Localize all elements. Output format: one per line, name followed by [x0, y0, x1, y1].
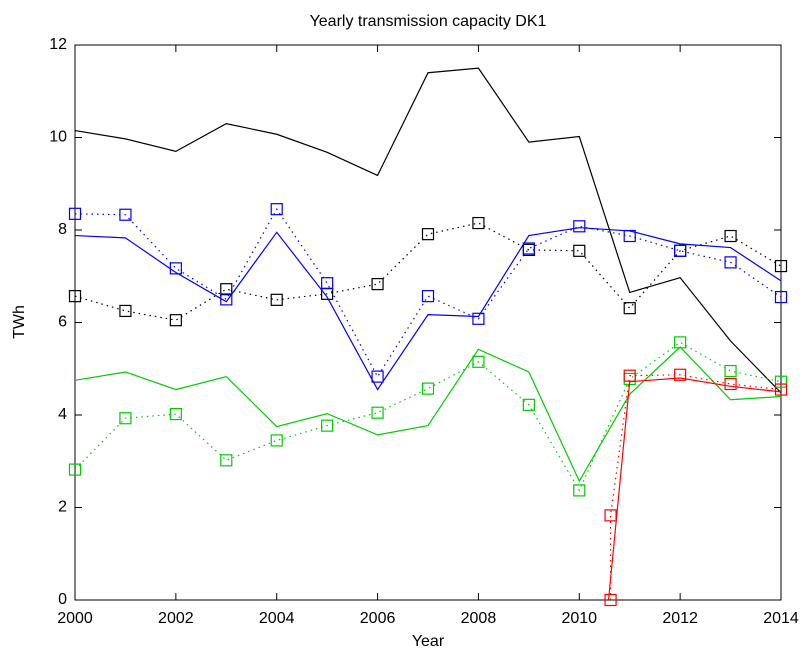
y-tick-label: 0 — [58, 591, 67, 608]
marker — [371, 278, 384, 291]
marker — [522, 398, 535, 411]
marker — [68, 207, 82, 220]
marker — [421, 228, 435, 241]
x-tick-label: 2010 — [561, 610, 597, 627]
y-tick-label: 2 — [58, 499, 67, 516]
marker — [371, 406, 384, 419]
series-line — [74, 227, 782, 391]
marker — [68, 463, 82, 476]
marker — [724, 364, 737, 378]
y-tick-label: 6 — [58, 314, 67, 331]
marker — [220, 454, 233, 467]
marker — [371, 370, 384, 383]
marker — [119, 304, 132, 318]
marker — [220, 283, 233, 296]
x-tick-label: 2000 — [57, 610, 93, 627]
series-line — [74, 67, 782, 394]
y-tick-label: 12 — [49, 36, 67, 53]
series-line — [609, 374, 782, 600]
marker — [674, 368, 687, 381]
marker — [270, 434, 283, 447]
marker — [472, 355, 485, 368]
x-tick-label: 2002 — [158, 610, 194, 627]
marker — [623, 229, 636, 243]
marker — [472, 216, 485, 230]
y-axis-label: TWh — [11, 305, 28, 339]
marker — [421, 290, 435, 303]
marker — [421, 382, 435, 395]
marker — [169, 314, 182, 327]
marker — [774, 259, 788, 273]
marker — [119, 412, 132, 425]
marker — [573, 244, 586, 257]
marker — [724, 256, 737, 269]
marker — [573, 484, 586, 497]
marker — [774, 383, 788, 396]
marker — [472, 312, 485, 325]
marker — [321, 419, 334, 432]
marker — [623, 369, 636, 382]
marker — [169, 407, 182, 421]
x-tick-label: 2014 — [763, 610, 799, 627]
x-tick-label: 2004 — [259, 610, 295, 627]
marker — [674, 244, 687, 257]
marker — [68, 290, 82, 303]
marker — [774, 375, 788, 388]
marker — [774, 290, 788, 304]
series-line — [74, 341, 782, 492]
marker — [573, 220, 586, 233]
series-line — [607, 377, 782, 601]
marker — [724, 377, 737, 391]
x-tick-label: 2008 — [461, 610, 497, 627]
y-tick-label: 8 — [58, 221, 67, 238]
x-tick-label: 2006 — [360, 610, 396, 627]
marker — [522, 242, 535, 255]
marker — [623, 302, 636, 315]
y-tick-label: 4 — [58, 406, 67, 423]
marker — [674, 336, 687, 349]
series-line — [74, 346, 782, 483]
marker — [604, 593, 617, 607]
chart-title: Yearly transmission capacity DK1 — [310, 13, 547, 30]
marker — [220, 293, 233, 306]
x-axis-label: Year — [412, 633, 445, 650]
y-tick-label: 10 — [49, 129, 67, 146]
marker — [119, 208, 132, 221]
x-tick-label: 2012 — [662, 610, 698, 627]
marker — [321, 277, 334, 290]
marker — [270, 203, 283, 216]
series-line — [74, 208, 782, 378]
marker — [724, 229, 737, 243]
marker — [169, 262, 182, 275]
marker — [270, 293, 283, 306]
marker — [604, 509, 617, 522]
